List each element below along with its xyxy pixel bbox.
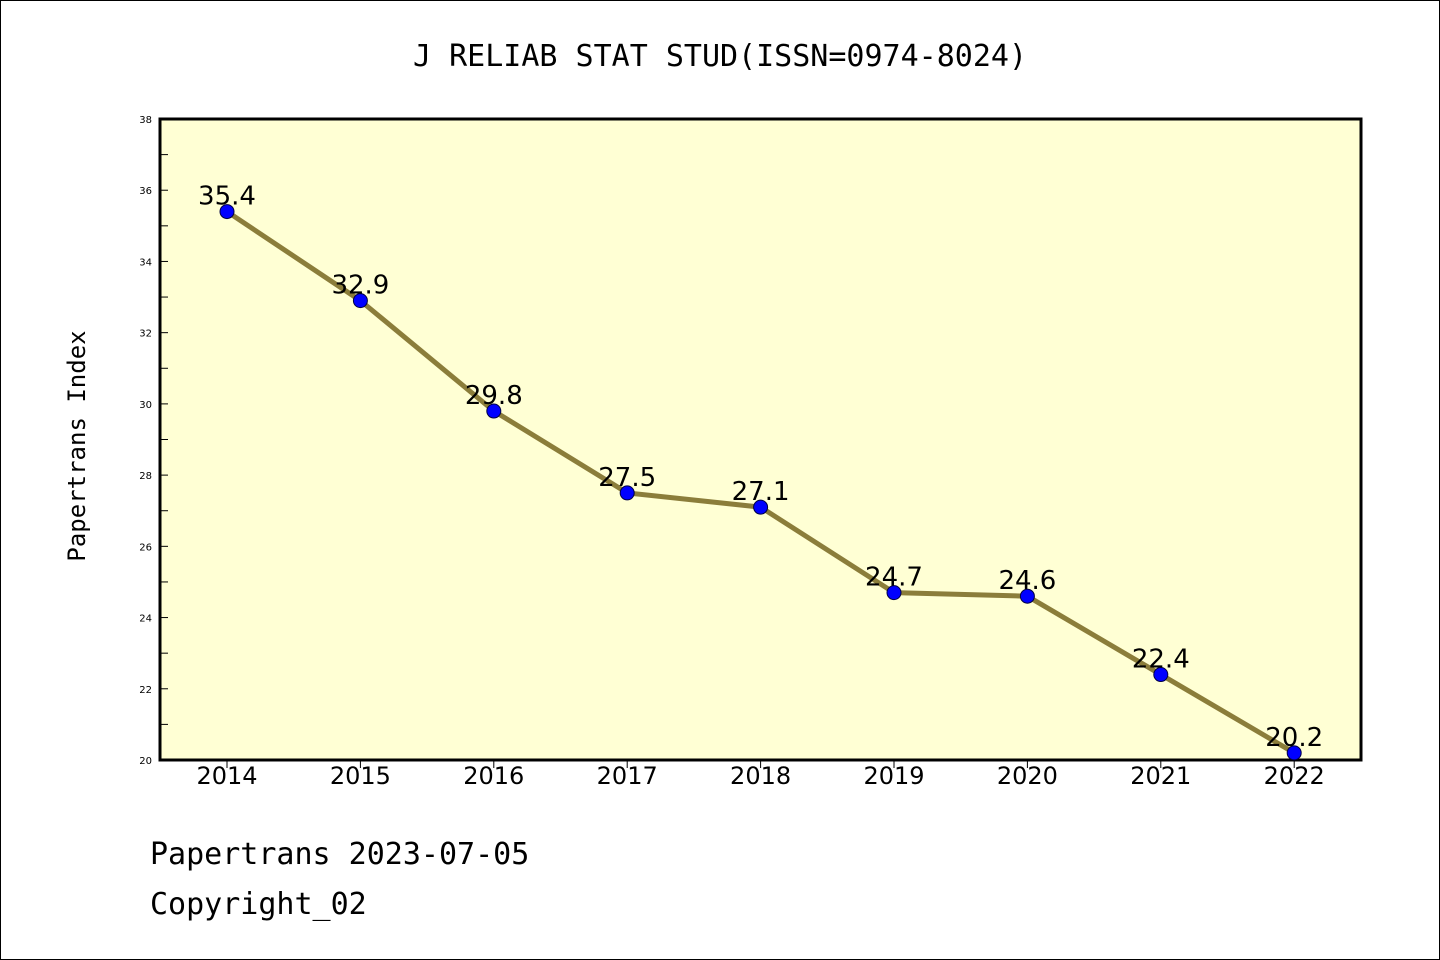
data-point [352, 293, 368, 309]
x-tick-label: 2014 [196, 762, 257, 790]
data-label: 20.2 [1265, 723, 1323, 753]
x-tick-label: 2016 [463, 762, 524, 790]
y-tick-label: 30 [139, 400, 152, 411]
data-point [753, 499, 769, 515]
footer-date: Papertrans 2023-07-05 [150, 837, 529, 872]
data-label: 22.4 [1132, 645, 1190, 675]
y-tick-label: 32 [139, 329, 152, 340]
y-tick-label: 24 [139, 614, 152, 625]
x-tick-label: 2022 [1264, 762, 1325, 790]
x-tick-label: 2017 [597, 762, 658, 790]
data-labels: 35.4 32.9 29.8 27.5 27.1 24.7 24.6 22.4 20.2 [198, 182, 1323, 753]
x-tick-label: 2021 [1130, 762, 1191, 790]
data-label: 27.5 [598, 463, 656, 493]
data-point [1286, 745, 1302, 761]
data-label: 27.1 [732, 477, 790, 507]
x-tick-label: 2015 [330, 762, 391, 790]
data-point [619, 485, 635, 501]
data-point [886, 585, 902, 601]
footer-copyright: Copyright_02 [150, 887, 367, 922]
plot-area [158, 117, 1363, 762]
y-tick-label: 38 [139, 115, 152, 126]
x-axis: 2014 2015 2016 2017 2018 2019 2020 2021 2022 [196, 760, 1325, 790]
y-tick-label: 20 [139, 756, 152, 767]
data-point [1153, 667, 1169, 683]
data-label: 24.6 [998, 566, 1056, 596]
y-tick-label: 26 [139, 542, 152, 553]
data-label: 24.7 [865, 563, 923, 593]
chart-title: J RELIAB STAT STUD(ISSN=0974-8024) [413, 39, 1027, 74]
y-axis-label: Papertrans Index [63, 330, 91, 561]
y-tick-label: 34 [139, 257, 152, 268]
x-tick-label: 2018 [730, 762, 791, 790]
data-point [486, 403, 502, 419]
data-point [219, 204, 235, 220]
x-tick-label: 2019 [863, 762, 924, 790]
x-tick-label: 2020 [997, 762, 1058, 790]
data-label: 29.8 [465, 381, 523, 411]
data-point [1019, 588, 1035, 604]
series-group [219, 204, 1302, 761]
y-tick-label: 28 [139, 471, 152, 482]
y-axis: 20 22 24 26 28 30 32 34 36 38 [139, 115, 168, 767]
data-label: 35.4 [198, 182, 256, 212]
y-tick-label: 22 [139, 685, 152, 696]
y-tick-label: 36 [139, 186, 152, 197]
data-label: 32.9 [331, 271, 389, 301]
